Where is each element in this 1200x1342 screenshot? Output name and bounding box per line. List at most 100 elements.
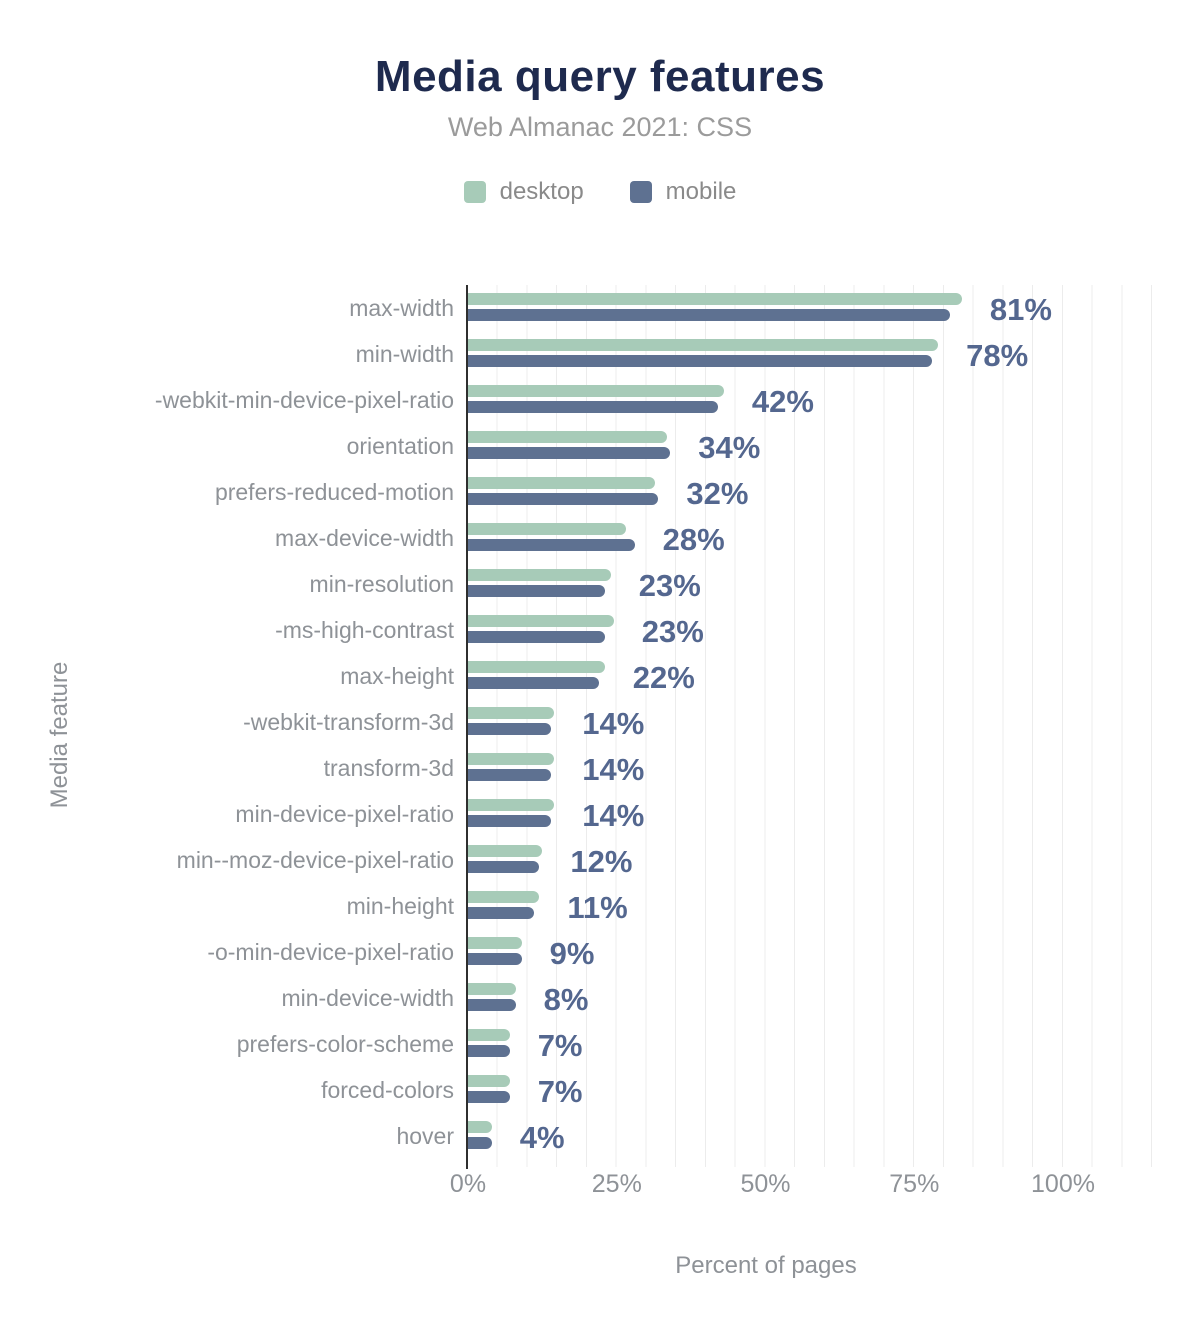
x-tick-label: 75%: [889, 1170, 940, 1198]
bar-row: max-width 81%: [0, 285, 1160, 331]
x-tick-label: 0%: [449, 1170, 487, 1198]
x-tick-label: 50%: [740, 1170, 791, 1198]
bar-row: -webkit-min-device-pixel-ratio 42%: [0, 377, 1160, 423]
mobile-bar: [468, 907, 534, 919]
value-label: 42%: [751, 384, 814, 419]
category-label: orientation: [346, 433, 454, 459]
bar-row: prefers-reduced-motion 32%: [0, 469, 1160, 515]
desktop-bar: [468, 569, 611, 581]
bar-row: -webkit-transform-3d 14%: [0, 699, 1160, 745]
bar-cell: 34%: [468, 423, 1160, 469]
legend-label-mobile: mobile: [665, 178, 737, 205]
value-label: 32%: [686, 476, 749, 511]
bar-cell: 14%: [468, 699, 1160, 745]
category-label: min-device-width: [281, 985, 454, 1011]
value-label: 9%: [549, 936, 595, 971]
chart-title: Media query features: [374, 52, 826, 101]
bar-row: forced-colors 7%: [0, 1067, 1160, 1113]
bar-cell: 32%: [468, 469, 1160, 515]
bar-cell: 4%: [468, 1113, 1160, 1159]
desktop-bar: [468, 661, 605, 673]
value-label: 28%: [662, 522, 725, 557]
y-axis-line: [466, 285, 468, 1169]
bar-row: min-width 78%: [0, 331, 1160, 377]
mobile-bar: [468, 401, 718, 413]
y-axis-title: Media feature: [46, 661, 73, 809]
x-tick-label: 25%: [591, 1170, 642, 1198]
category-label: min-device-pixel-ratio: [235, 801, 454, 827]
category-label: max-width: [349, 295, 454, 321]
bar-row: orientation 34%: [0, 423, 1160, 469]
value-label: 8%: [543, 982, 589, 1017]
bar-row: transform-3d 14%: [0, 745, 1160, 791]
bar-cell: 14%: [468, 745, 1160, 791]
mobile-bar: [468, 447, 671, 459]
desktop-bar: [468, 845, 543, 857]
desktop-bar: [468, 431, 668, 443]
bar-row: -o-min-device-pixel-ratio 9%: [0, 929, 1160, 975]
bar-row: min-resolution 23%: [0, 561, 1160, 607]
legend-item-desktop: desktop: [463, 178, 584, 206]
mobile-bar: [468, 953, 522, 965]
value-label: 81%: [989, 292, 1052, 327]
chart-subtitle: Web Almanac 2021: CSS: [447, 112, 753, 142]
desktop-bar: [468, 937, 522, 949]
bar-cell: 14%: [468, 791, 1160, 837]
bar-row: min--moz-device-pixel-ratio 12%: [0, 837, 1160, 883]
desktop-bar: [468, 1075, 510, 1087]
value-label: 7%: [537, 1028, 583, 1063]
desktop-bar: [468, 339, 939, 351]
legend-label-desktop: desktop: [499, 178, 584, 205]
value-label: 23%: [638, 568, 701, 603]
desktop-bar: [468, 477, 656, 489]
category-label: hover: [396, 1123, 454, 1149]
bar-row: min-device-pixel-ratio 14%: [0, 791, 1160, 837]
category-label: prefers-color-scheme: [236, 1031, 454, 1057]
bar-cell: 78%: [468, 331, 1160, 377]
category-label: -ms-high-contrast: [275, 617, 454, 643]
desktop-bar: [468, 799, 555, 811]
category-label: min-width: [355, 341, 454, 367]
mobile-bar: [468, 723, 552, 735]
desktop-bar: [468, 707, 555, 719]
x-axis-ticks: 0% 25% 50% 75% 100%: [450, 1170, 1160, 1200]
mobile-bar: [468, 769, 552, 781]
bar-cell: 28%: [468, 515, 1160, 561]
bar-cell: 42%: [468, 377, 1160, 423]
value-label: 22%: [632, 660, 695, 695]
bar-row: hover 4%: [0, 1113, 1160, 1159]
bar-cell: 9%: [468, 929, 1160, 975]
mobile-bar: [468, 861, 540, 873]
desktop-bar: [468, 983, 516, 995]
bar-row: max-device-width 28%: [0, 515, 1160, 561]
category-label: prefers-reduced-motion: [214, 479, 454, 505]
category-label: transform-3d: [323, 755, 454, 781]
bar-row: min-height 11%: [0, 883, 1160, 929]
bar-cell: 22%: [468, 653, 1160, 699]
value-label: 23%: [641, 614, 704, 649]
mobile-bar: [468, 631, 605, 643]
bar-cell: 7%: [468, 1067, 1160, 1113]
mobile-bar: [468, 1137, 492, 1149]
mobile-bar: [468, 539, 635, 551]
desktop-bar: [468, 891, 540, 903]
category-label: max-device-width: [275, 525, 454, 551]
value-label: 14%: [582, 752, 645, 787]
bar-cell: 23%: [468, 607, 1160, 653]
desktop-swatch-icon: [463, 181, 486, 203]
mobile-bar: [468, 309, 950, 321]
mobile-bar: [468, 493, 659, 505]
desktop-bar: [468, 615, 614, 627]
desktop-bar: [468, 1121, 492, 1133]
mobile-bar: [468, 677, 599, 689]
bar-cell: 23%: [468, 561, 1160, 607]
value-label: 14%: [582, 706, 645, 741]
category-label: max-height: [340, 663, 454, 689]
mobile-swatch-icon: [629, 181, 652, 203]
category-label: min--moz-device-pixel-ratio: [176, 847, 454, 873]
category-label: forced-colors: [321, 1077, 454, 1103]
desktop-bar: [468, 293, 962, 305]
value-label: 78%: [966, 338, 1029, 373]
value-label: 12%: [570, 844, 633, 879]
desktop-bar: [468, 523, 626, 535]
